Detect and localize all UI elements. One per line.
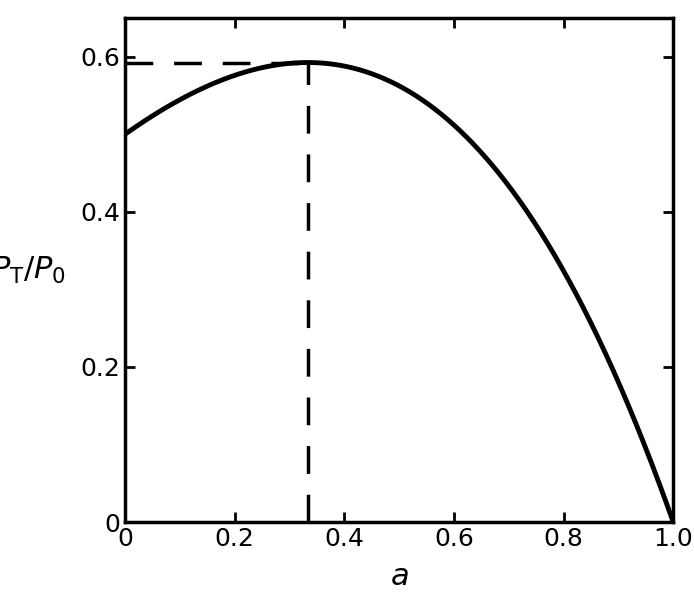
X-axis label: $a$: $a$ xyxy=(390,562,408,591)
Y-axis label: $P_{\mathrm{T}}/P_0$: $P_{\mathrm{T}}/P_0$ xyxy=(0,254,67,286)
